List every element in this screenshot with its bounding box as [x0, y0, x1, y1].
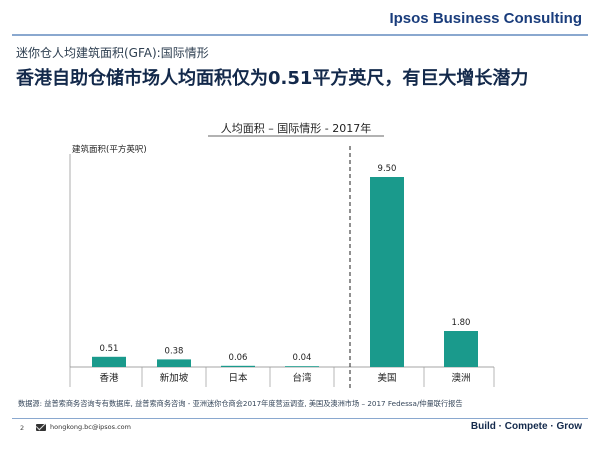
- bar: [370, 177, 404, 367]
- bar-value-label: 0.38: [165, 346, 184, 356]
- bar-value-label: 9.50: [378, 164, 397, 174]
- x-tick-label: 美国: [377, 372, 396, 384]
- bar-chart: 人均面积 – 国际情形 - 2017年 建筑面积(平方英呎) 0.51 香港 0.3…: [69, 121, 495, 389]
- bar: [285, 366, 319, 367]
- x-tick-label: 日本: [228, 372, 248, 384]
- x-tick-label: 澳洲: [451, 372, 470, 384]
- brand-logo: Ipsos Business Consulting: [389, 10, 582, 27]
- x-tick-label: 香港: [99, 372, 119, 384]
- x-tick-label: 台湾: [292, 372, 312, 384]
- y-axis-label: 建筑面积(平方英呎): [72, 144, 147, 155]
- header-rule: [12, 34, 588, 36]
- bar: [92, 356, 126, 367]
- bar-value-label: 1.80: [452, 318, 471, 328]
- contact-email[interactable]: hongkong.bc@ipsos.com: [50, 423, 131, 431]
- page-number: 2: [20, 424, 25, 432]
- page-title: 香港自助仓储市场人均面积仅为0.51平方英尺，有巨大增长潜力: [16, 68, 529, 89]
- bar-value-label: 0.51: [100, 344, 119, 354]
- source-note: 数据源: 益普索商务咨询专有数据库, 益普索商务咨询 - 亚洲迷你仓商会2017…: [18, 399, 463, 408]
- mail-icon: [36, 424, 46, 431]
- page-subtitle: 迷你仓人均建筑面积(GFA):国际情形: [16, 46, 209, 60]
- bar: [444, 331, 478, 367]
- bar: [221, 365, 255, 367]
- chart-title: 人均面积 – 国际情形 - 2017年: [221, 121, 371, 135]
- bar-value-label: 0.04: [293, 353, 312, 363]
- tagline: Build · Compete · Grow: [470, 421, 582, 432]
- bar: [157, 359, 191, 367]
- bar-value-label: 0.06: [229, 353, 248, 363]
- x-tick-label: 新加坡: [160, 372, 189, 384]
- footer-rule: [12, 418, 588, 419]
